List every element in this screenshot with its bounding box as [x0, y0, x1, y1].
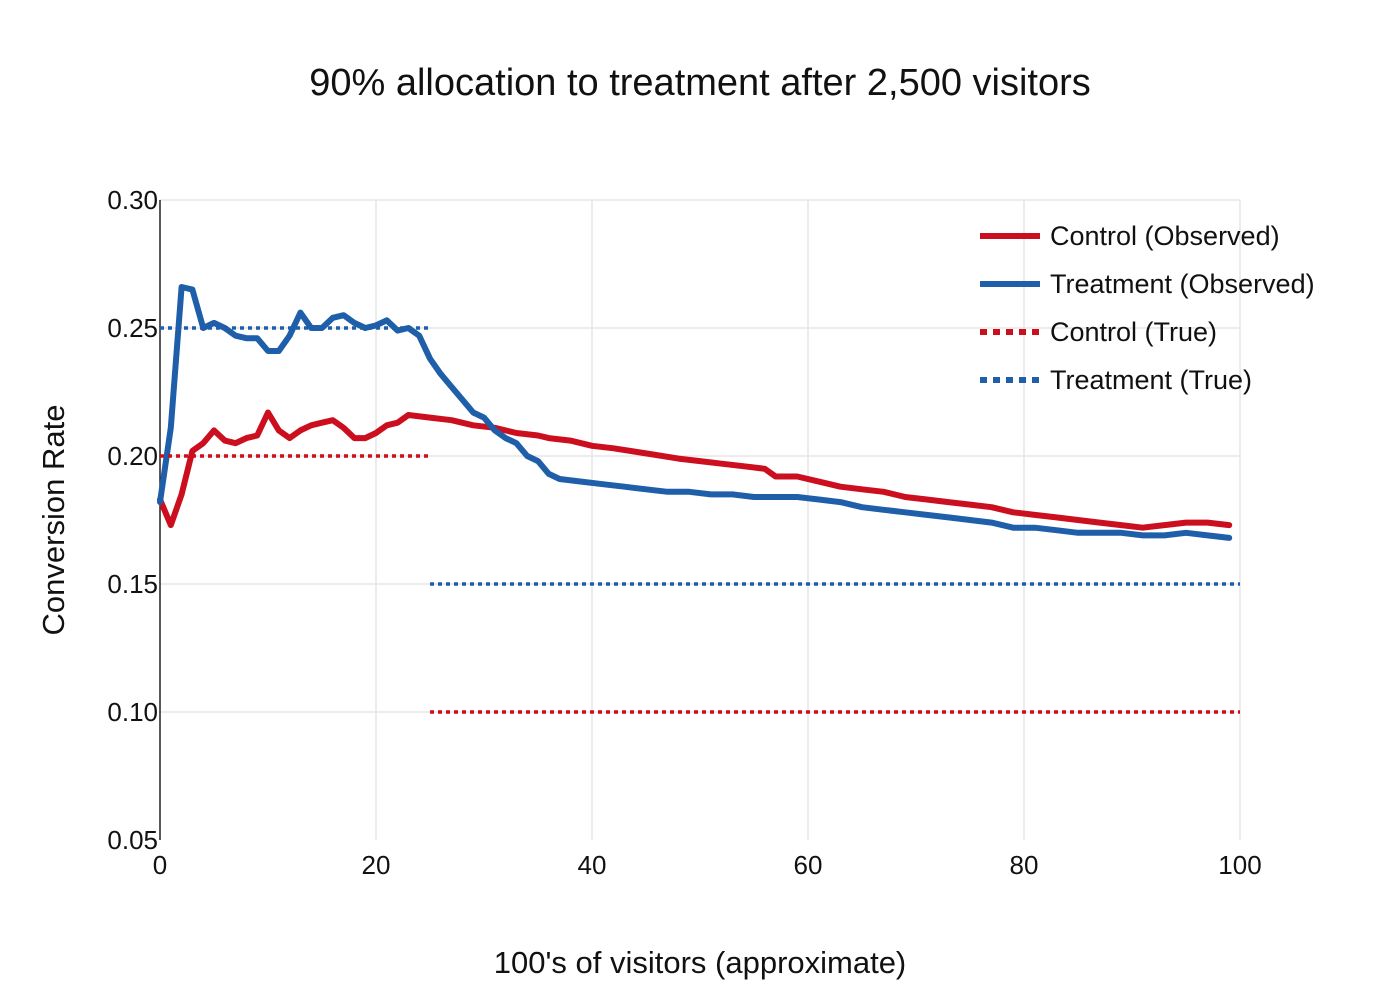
x-tick-label: 60	[794, 850, 823, 880]
x-tick-label: 100	[1218, 850, 1261, 880]
legend-label-control-true: Control (True)	[1050, 317, 1217, 347]
y-axis-title: Conversion Rate	[36, 405, 71, 636]
series-layer	[157, 284, 1240, 714]
tick-labels: 0 20 40 60 80 100 0.05 0.10 0.15 0.20 0.25 0.30	[107, 185, 1261, 880]
y-tick-label: 0.10	[107, 697, 158, 727]
x-axis-title: 100's of visitors (approximate)	[494, 945, 907, 980]
x-tick-label: 20	[362, 850, 391, 880]
legend-label-control-observed: Control (Observed)	[1050, 221, 1280, 251]
y-tick-label: 0.30	[107, 185, 158, 215]
x-tick-label: 40	[578, 850, 607, 880]
x-tick-label: 0	[153, 850, 167, 880]
y-tick-label: 0.20	[107, 441, 158, 471]
y-tick-label: 0.25	[107, 313, 158, 343]
series-line-treatment-observed	[157, 284, 1233, 541]
x-tick-label: 80	[1010, 850, 1039, 880]
legend: Control (Observed) Treatment (Observed) Co…	[980, 221, 1315, 395]
chart-title: 90% allocation to treatment after 2,500 …	[309, 62, 1091, 104]
y-tick-label: 0.15	[107, 569, 158, 599]
legend-label-treatment-observed: Treatment (Observed)	[1050, 269, 1315, 299]
y-tick-label: 0.05	[107, 825, 158, 855]
series-line-control-observed	[157, 409, 1233, 531]
legend-label-treatment-true: Treatment (True)	[1050, 365, 1252, 395]
